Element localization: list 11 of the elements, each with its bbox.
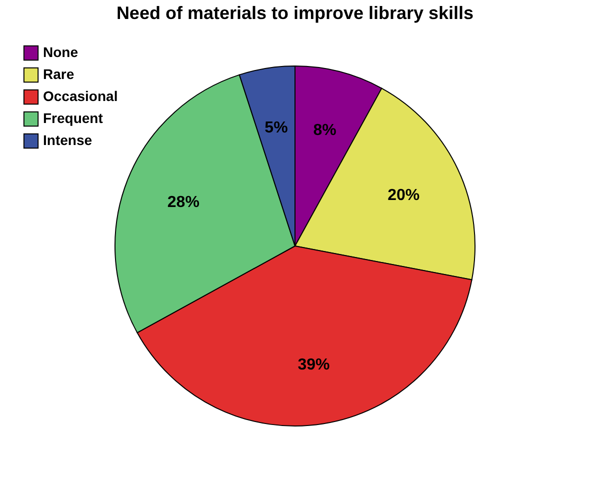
data-label: 39%	[298, 356, 330, 374]
data-label: 8%	[313, 122, 336, 139]
chart-title: Need of materials to improve library skills	[116, 3, 474, 23]
legend-label: Occasional	[43, 88, 118, 104]
legend-label: Frequent	[43, 110, 104, 126]
data-label: 28%	[167, 194, 200, 211]
data-label: 20%	[388, 186, 420, 204]
legend-label: None	[43, 44, 78, 60]
data-label: 5%	[264, 119, 288, 136]
legend-label: Intense	[43, 132, 92, 148]
legend-label: Rare	[43, 66, 74, 82]
